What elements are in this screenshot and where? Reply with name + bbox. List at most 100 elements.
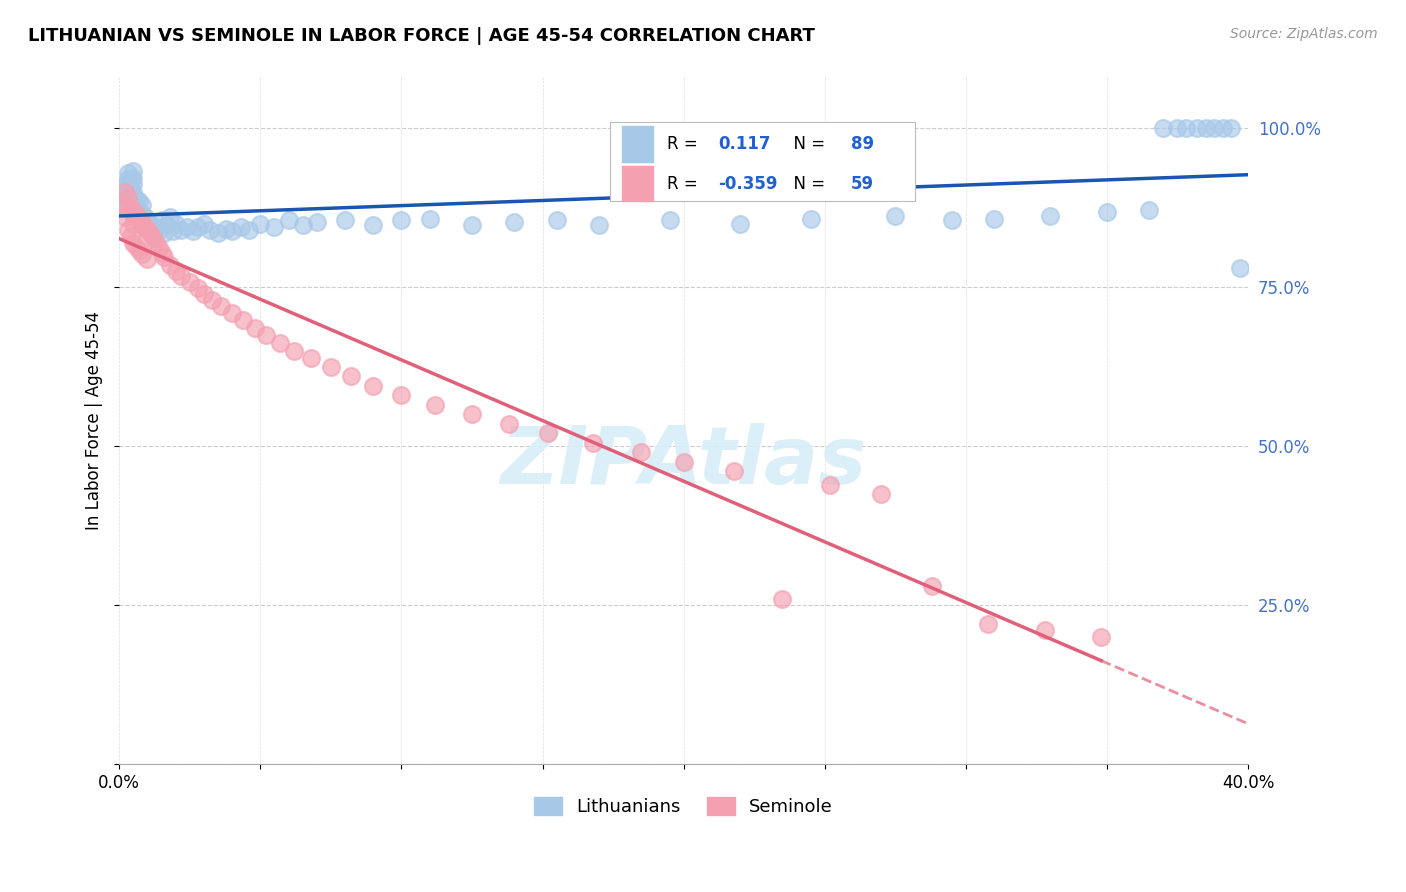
Point: [122, 178, 145, 192]
Point: [122, 191, 145, 205]
Point: [165, 217, 187, 231]
Point: [537, 426, 560, 441]
Point: [207, 226, 229, 240]
Point: [120, 229, 142, 244]
Point: [150, 213, 173, 227]
Point: [136, 252, 159, 266]
Point: [120, 194, 142, 209]
Y-axis label: In Labor Force | Age 45-54: In Labor Force | Age 45-54: [86, 311, 103, 530]
Point: [723, 465, 745, 479]
Point: [139, 226, 162, 240]
Text: R =: R =: [666, 175, 703, 193]
Point: [120, 188, 142, 202]
Point: [461, 407, 484, 421]
Point: [136, 223, 159, 237]
Text: 89: 89: [851, 136, 873, 153]
Point: [201, 293, 224, 307]
Point: [131, 207, 153, 221]
Point: [870, 486, 893, 500]
Point: [884, 209, 907, 223]
Text: Source: ZipAtlas.com: Source: ZipAtlas.com: [1230, 27, 1378, 41]
Point: [800, 211, 823, 226]
Point: [114, 185, 136, 199]
Point: [114, 211, 136, 225]
Point: [128, 213, 150, 227]
Point: [122, 203, 145, 218]
Point: [176, 219, 198, 234]
Point: [125, 201, 148, 215]
Point: [114, 178, 136, 193]
Point: [658, 213, 681, 227]
Point: [1174, 121, 1197, 136]
Point: [209, 299, 232, 313]
Point: [125, 207, 148, 221]
Point: [153, 250, 176, 264]
Point: [117, 201, 139, 215]
Point: [283, 343, 305, 358]
Point: [333, 213, 356, 227]
Point: [153, 226, 176, 240]
Point: [1090, 630, 1112, 644]
Point: [139, 226, 162, 240]
Point: [117, 185, 139, 199]
Point: [125, 193, 148, 207]
Point: [120, 182, 142, 196]
FancyBboxPatch shape: [621, 166, 654, 202]
Point: [291, 218, 314, 232]
Point: [114, 188, 136, 202]
Point: [419, 211, 441, 226]
Point: [131, 197, 153, 211]
Point: [503, 215, 526, 229]
Text: N =: N =: [783, 175, 831, 193]
Point: [117, 223, 139, 237]
Point: [159, 211, 181, 225]
Point: [134, 219, 156, 234]
Point: [299, 351, 322, 366]
Point: [131, 215, 153, 229]
FancyBboxPatch shape: [621, 127, 654, 162]
Point: [128, 194, 150, 209]
Point: [122, 207, 145, 221]
Point: [125, 239, 148, 253]
Point: [159, 258, 181, 272]
Point: [134, 211, 156, 225]
Point: [1212, 121, 1234, 136]
Point: [461, 218, 484, 232]
Point: [339, 369, 361, 384]
Point: [156, 218, 179, 232]
Point: [122, 217, 145, 231]
Point: [145, 219, 167, 234]
Point: [391, 213, 413, 227]
Point: [277, 213, 299, 227]
Point: [221, 305, 243, 319]
Point: [1220, 121, 1243, 136]
Point: [983, 211, 1005, 226]
Point: [198, 223, 221, 237]
Point: [111, 194, 134, 209]
Point: [263, 219, 285, 234]
Point: [128, 203, 150, 218]
Point: [229, 219, 252, 234]
Point: [232, 313, 254, 327]
Point: [117, 191, 139, 205]
Point: [187, 219, 209, 234]
Point: [122, 185, 145, 199]
Point: [122, 170, 145, 185]
Legend: Lithuanians, Seminole: Lithuanians, Seminole: [527, 789, 839, 823]
Point: [1185, 121, 1208, 136]
Point: [128, 211, 150, 226]
Point: [125, 211, 148, 225]
Text: 59: 59: [851, 175, 873, 193]
Point: [148, 223, 170, 237]
Point: [1137, 202, 1160, 217]
Point: [162, 224, 184, 238]
Point: [941, 213, 963, 227]
Point: [770, 591, 793, 606]
Point: [254, 327, 277, 342]
Point: [249, 217, 271, 231]
Point: [1039, 209, 1062, 223]
Point: [122, 235, 145, 250]
Point: [117, 193, 139, 207]
Point: [117, 178, 139, 192]
Point: [215, 221, 238, 235]
